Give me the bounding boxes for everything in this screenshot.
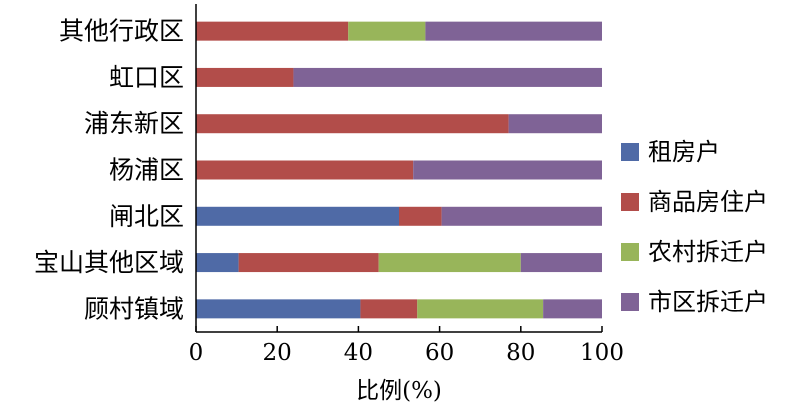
- bar-segment-3-1: [196, 160, 414, 180]
- bars-layer: [196, 21, 602, 319]
- x-tick-label: 100: [580, 340, 624, 366]
- x-tick-label: 60: [425, 340, 454, 366]
- legend-label: 市区拆迁户: [648, 288, 768, 316]
- bar-segment-3-3: [413, 160, 602, 180]
- bar-segment-6-3: [543, 299, 602, 319]
- legend-label: 租房户: [648, 138, 720, 166]
- legend-swatch: [621, 243, 639, 261]
- category-label: 其他行政区: [59, 17, 184, 46]
- bar-segment-5-2: [378, 253, 521, 273]
- bar-segment-1-3: [293, 67, 602, 87]
- legend-swatch: [621, 193, 639, 211]
- category-label: 宝山其他区域: [34, 248, 184, 277]
- x-tick-label: 80: [506, 340, 535, 366]
- bar-segment-6-1: [360, 299, 418, 319]
- bar-segment-4-1: [399, 206, 442, 226]
- x-tick-label: 40: [344, 340, 373, 366]
- category-label: 浦东新区: [84, 109, 184, 138]
- bar-segment-5-1: [238, 253, 379, 273]
- bar-segment-5-3: [520, 253, 602, 273]
- bar-segment-0-1: [196, 21, 349, 41]
- bar-segment-6-2: [417, 299, 544, 319]
- category-label: 闸北区: [109, 202, 184, 231]
- legend-label: 商品房住户: [648, 188, 768, 216]
- x-axis-title: 比例(%): [356, 378, 442, 404]
- bar-segment-6-0: [196, 299, 361, 319]
- category-label: 虹口区: [109, 63, 184, 92]
- bar-segment-4-0: [196, 206, 399, 226]
- legend-swatch: [621, 143, 639, 161]
- bar-segment-2-1: [196, 114, 509, 134]
- legend-swatch: [621, 293, 639, 311]
- bar-segment-2-3: [508, 114, 602, 134]
- bar-segment-1-1: [196, 67, 294, 87]
- x-tick-label: 20: [263, 340, 292, 366]
- bar-segment-4-3: [441, 206, 602, 226]
- bar-segment-0-3: [425, 21, 602, 41]
- legend-label: 农村拆迁户: [648, 238, 768, 266]
- x-axis-ticks: 0 20 40 60 80 100: [189, 326, 624, 366]
- category-label: 杨浦区: [109, 156, 184, 185]
- x-tick-label: 0: [189, 340, 204, 366]
- bar-segment-0-2: [348, 21, 426, 41]
- bar-segment-5-0: [196, 253, 239, 273]
- category-label: 顾村镇域: [84, 294, 184, 323]
